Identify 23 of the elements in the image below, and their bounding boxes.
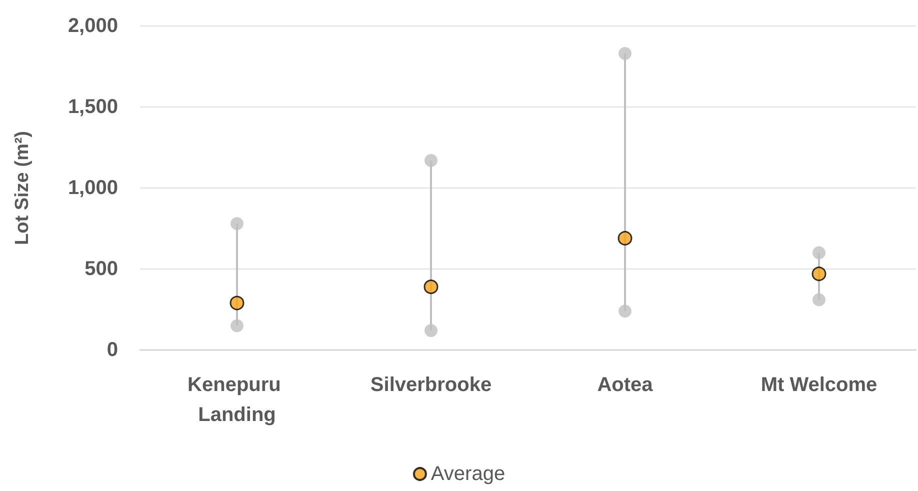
legend-label: Average	[430, 463, 506, 485]
point	[812, 246, 826, 260]
point	[230, 296, 244, 310]
point	[230, 217, 244, 230]
point	[424, 154, 438, 167]
y-tick-label: 0	[106, 339, 118, 361]
point	[618, 47, 632, 60]
point	[618, 230, 632, 246]
y-tick-label: 2,000	[68, 15, 118, 37]
x-tick-label: Kenepuru Landing	[188, 374, 286, 426]
point	[230, 319, 244, 332]
y-tick-label: 500	[84, 258, 118, 280]
point	[812, 293, 826, 306]
y-tick-label: 1,500	[68, 96, 118, 118]
y-axis-title: Lot Size (m²)	[12, 131, 33, 245]
point	[812, 266, 826, 282]
point	[618, 304, 632, 318]
x-tick-label: Silverbrooke	[370, 374, 492, 396]
x-tick-label: Aotea	[597, 374, 654, 396]
x-tick-label: Mt Welcome	[760, 374, 878, 396]
y-tick-label: 1,000	[68, 177, 118, 199]
point	[424, 280, 438, 294]
point	[424, 324, 438, 338]
